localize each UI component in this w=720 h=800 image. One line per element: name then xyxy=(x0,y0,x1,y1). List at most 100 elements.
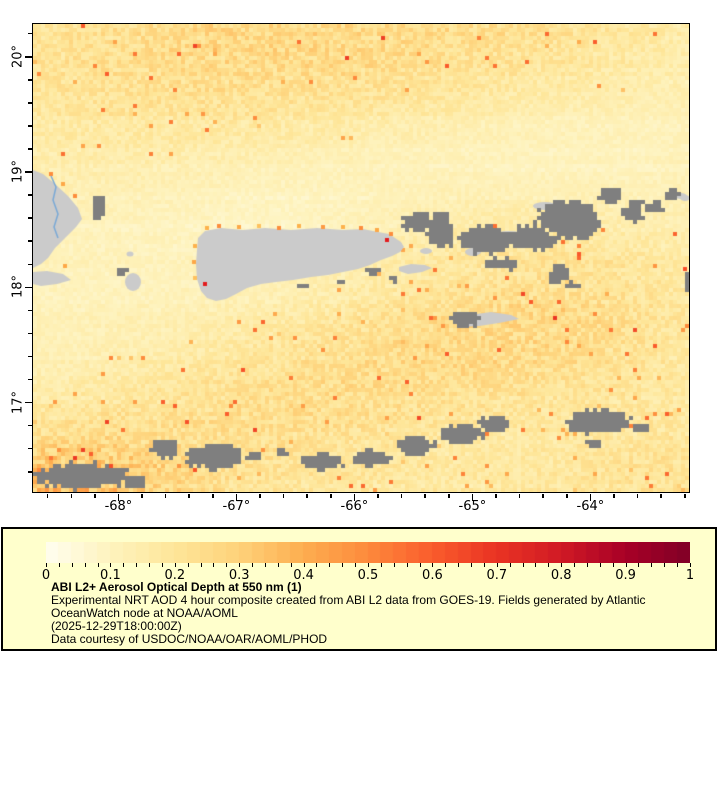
lon-minor-tick xyxy=(306,494,308,498)
lat-tick-label: 17° xyxy=(10,390,26,414)
colorbar-tick xyxy=(458,563,460,567)
legend-text-block: ABI L2+ Aerosol Optical Depth at 550 nm … xyxy=(51,581,646,646)
lat-major-tick xyxy=(25,286,32,289)
colorbar-tick xyxy=(239,563,241,567)
lon-minor-tick xyxy=(518,494,521,498)
lon-tick-label: -66° xyxy=(340,499,369,514)
colorbar-tick xyxy=(329,563,331,567)
lat-minor-tick xyxy=(28,125,32,127)
aod-map xyxy=(32,23,690,493)
lon-minor-tick xyxy=(282,494,285,498)
colorbar-tick xyxy=(651,563,653,567)
lat-minor-tick xyxy=(28,424,32,427)
colorbar-tick xyxy=(496,563,498,567)
colorbar-tick xyxy=(432,563,434,567)
legend-line-description-2: OceanWatch node at NOAA/AOML xyxy=(51,606,238,620)
lon-minor-tick xyxy=(400,494,403,498)
colorbar-tick xyxy=(136,563,138,567)
lat-tick-label: 18° xyxy=(10,275,26,299)
lat-minor-tick xyxy=(28,471,32,473)
colorbar-tick xyxy=(638,563,640,567)
colorbar-tick xyxy=(290,563,292,567)
lon-minor-tick xyxy=(330,494,332,498)
aod-map-canvas xyxy=(33,24,689,492)
colorbar-tick-label: 0.3 xyxy=(228,568,250,583)
lon-minor-tick xyxy=(212,494,214,498)
colorbar-tick xyxy=(213,563,215,567)
lat-minor-tick xyxy=(28,447,32,450)
lon-minor-tick xyxy=(188,494,190,498)
lon-tick-label: -64° xyxy=(576,499,605,514)
colorbar-tick xyxy=(380,563,382,567)
colorbar-tick xyxy=(123,563,125,567)
lon-minor-tick xyxy=(448,494,450,498)
lat-minor-tick xyxy=(28,148,32,150)
colorbar-tick xyxy=(548,563,550,567)
lat-major-tick xyxy=(25,56,32,58)
lat-tick-label: 20° xyxy=(10,44,26,68)
colorbar-tick xyxy=(110,563,112,567)
lat-major-tick xyxy=(25,171,32,173)
lon-minor-tick xyxy=(94,494,96,498)
lon-minor-tick xyxy=(70,494,72,498)
colorbar-tick xyxy=(522,563,524,567)
lat-minor-tick xyxy=(28,332,32,335)
colorbar-tick xyxy=(355,563,357,567)
colorbar-tick xyxy=(445,563,447,567)
colorbar-tick-label: 0.6 xyxy=(422,568,443,583)
colorbar-tick xyxy=(535,563,537,567)
colorbar-tick xyxy=(471,563,473,567)
colorbar-tick xyxy=(252,563,254,567)
lon-minor-tick xyxy=(259,494,261,498)
lat-minor-tick xyxy=(28,102,32,104)
legend-title: ABI L2+ Aerosol Optical Depth at 550 nm … xyxy=(51,580,302,594)
legend-timestamp: (2025-12-29T18:00:00Z) xyxy=(51,619,182,633)
lon-minor-tick xyxy=(542,494,544,498)
lon-major-tick xyxy=(117,494,120,501)
colorbar-tick xyxy=(574,563,576,567)
colorbar-tick xyxy=(84,563,86,567)
lat-minor-tick xyxy=(28,79,32,81)
lat-minor-tick xyxy=(28,217,32,219)
colorbar-tick xyxy=(509,563,511,567)
colorbar-tick-label: 0.4 xyxy=(293,568,314,583)
colorbar-tick xyxy=(97,563,99,567)
lon-minor-tick xyxy=(164,494,167,498)
lon-minor-tick xyxy=(377,494,379,498)
colorbar-tick xyxy=(599,563,601,567)
colorbar-tick xyxy=(561,563,563,567)
colorbar-tick xyxy=(368,563,369,567)
colorbar-tick xyxy=(419,563,421,567)
lat-tick-label: 19° xyxy=(10,160,26,184)
colorbar-tick xyxy=(303,563,305,567)
lon-tick-label: -67° xyxy=(222,499,251,514)
lat-minor-tick xyxy=(28,32,32,35)
lon-major-tick xyxy=(353,494,356,501)
colorbar-tick xyxy=(393,563,395,567)
colorbar-tick xyxy=(483,563,485,567)
colorbar-tick xyxy=(342,563,344,567)
colorbar-tick-label: 0.9 xyxy=(615,568,636,583)
colorbar-tick-label: 0.2 xyxy=(164,568,186,583)
lon-minor-tick xyxy=(684,494,686,498)
lon-minor-tick xyxy=(141,494,143,498)
lat-minor-tick xyxy=(28,240,32,242)
lat-major-tick xyxy=(25,401,32,404)
lon-major-tick xyxy=(235,494,238,501)
colorbar-tick xyxy=(264,563,266,567)
colorbar-tick-label: 0 xyxy=(41,568,51,583)
lon-minor-tick xyxy=(660,494,662,498)
colorbar-tick xyxy=(226,563,228,567)
colorbar-tick xyxy=(174,563,176,567)
lon-minor-tick xyxy=(613,494,615,498)
colorbar-tick-label: 1 xyxy=(685,568,695,583)
colorbar-tick-label: 0.5 xyxy=(357,568,379,583)
colorbar-tick-label: 0.1 xyxy=(100,568,121,583)
colorbar-tick xyxy=(200,563,202,567)
colorbar-tick xyxy=(58,563,60,567)
lat-minor-tick xyxy=(28,378,32,381)
colorbar-tick xyxy=(690,563,691,567)
lon-major-tick xyxy=(589,494,592,501)
lon-minor-tick xyxy=(46,494,49,498)
